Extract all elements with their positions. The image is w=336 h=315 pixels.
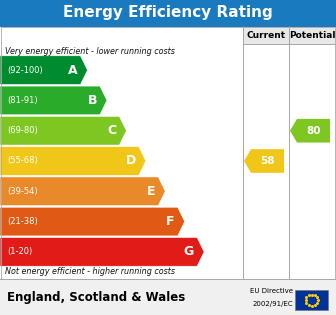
- Polygon shape: [0, 86, 107, 115]
- Text: A: A: [68, 64, 78, 77]
- Text: Not energy efficient - higher running costs: Not energy efficient - higher running co…: [5, 267, 175, 277]
- Polygon shape: [0, 56, 87, 84]
- Text: 58: 58: [260, 156, 275, 166]
- Text: Potential: Potential: [289, 31, 336, 39]
- Text: C: C: [107, 124, 116, 137]
- Text: G: G: [184, 245, 194, 258]
- Text: (81-91): (81-91): [7, 96, 38, 105]
- Text: D: D: [126, 154, 136, 168]
- Polygon shape: [0, 238, 204, 266]
- Polygon shape: [0, 116, 126, 145]
- Text: B: B: [87, 94, 97, 107]
- Text: Energy Efficiency Rating: Energy Efficiency Rating: [63, 5, 273, 20]
- Polygon shape: [0, 177, 165, 206]
- Text: 80: 80: [306, 126, 321, 136]
- Polygon shape: [244, 149, 284, 173]
- Text: England, Scotland & Wales: England, Scotland & Wales: [7, 290, 185, 303]
- Text: (39-54): (39-54): [7, 187, 38, 196]
- Polygon shape: [0, 147, 146, 175]
- Text: EU Directive: EU Directive: [250, 288, 293, 294]
- Text: Current: Current: [246, 31, 286, 39]
- Bar: [295, 290, 328, 310]
- Bar: [243, 26, 336, 44]
- Text: E: E: [147, 185, 155, 198]
- Polygon shape: [290, 119, 330, 142]
- Text: (55-68): (55-68): [7, 157, 38, 165]
- Bar: [1, 27, 335, 279]
- Polygon shape: [0, 207, 185, 236]
- Bar: [0, 26, 336, 279]
- Text: (21-38): (21-38): [7, 217, 38, 226]
- Text: F: F: [166, 215, 175, 228]
- Bar: [0, 279, 336, 315]
- Text: (69-80): (69-80): [7, 126, 38, 135]
- Text: 2002/91/EC: 2002/91/EC: [252, 301, 293, 307]
- Text: (1-20): (1-20): [7, 247, 32, 256]
- Text: Very energy efficient - lower running costs: Very energy efficient - lower running co…: [5, 47, 175, 55]
- Bar: [0, 0, 336, 26]
- Text: (92-100): (92-100): [7, 66, 43, 75]
